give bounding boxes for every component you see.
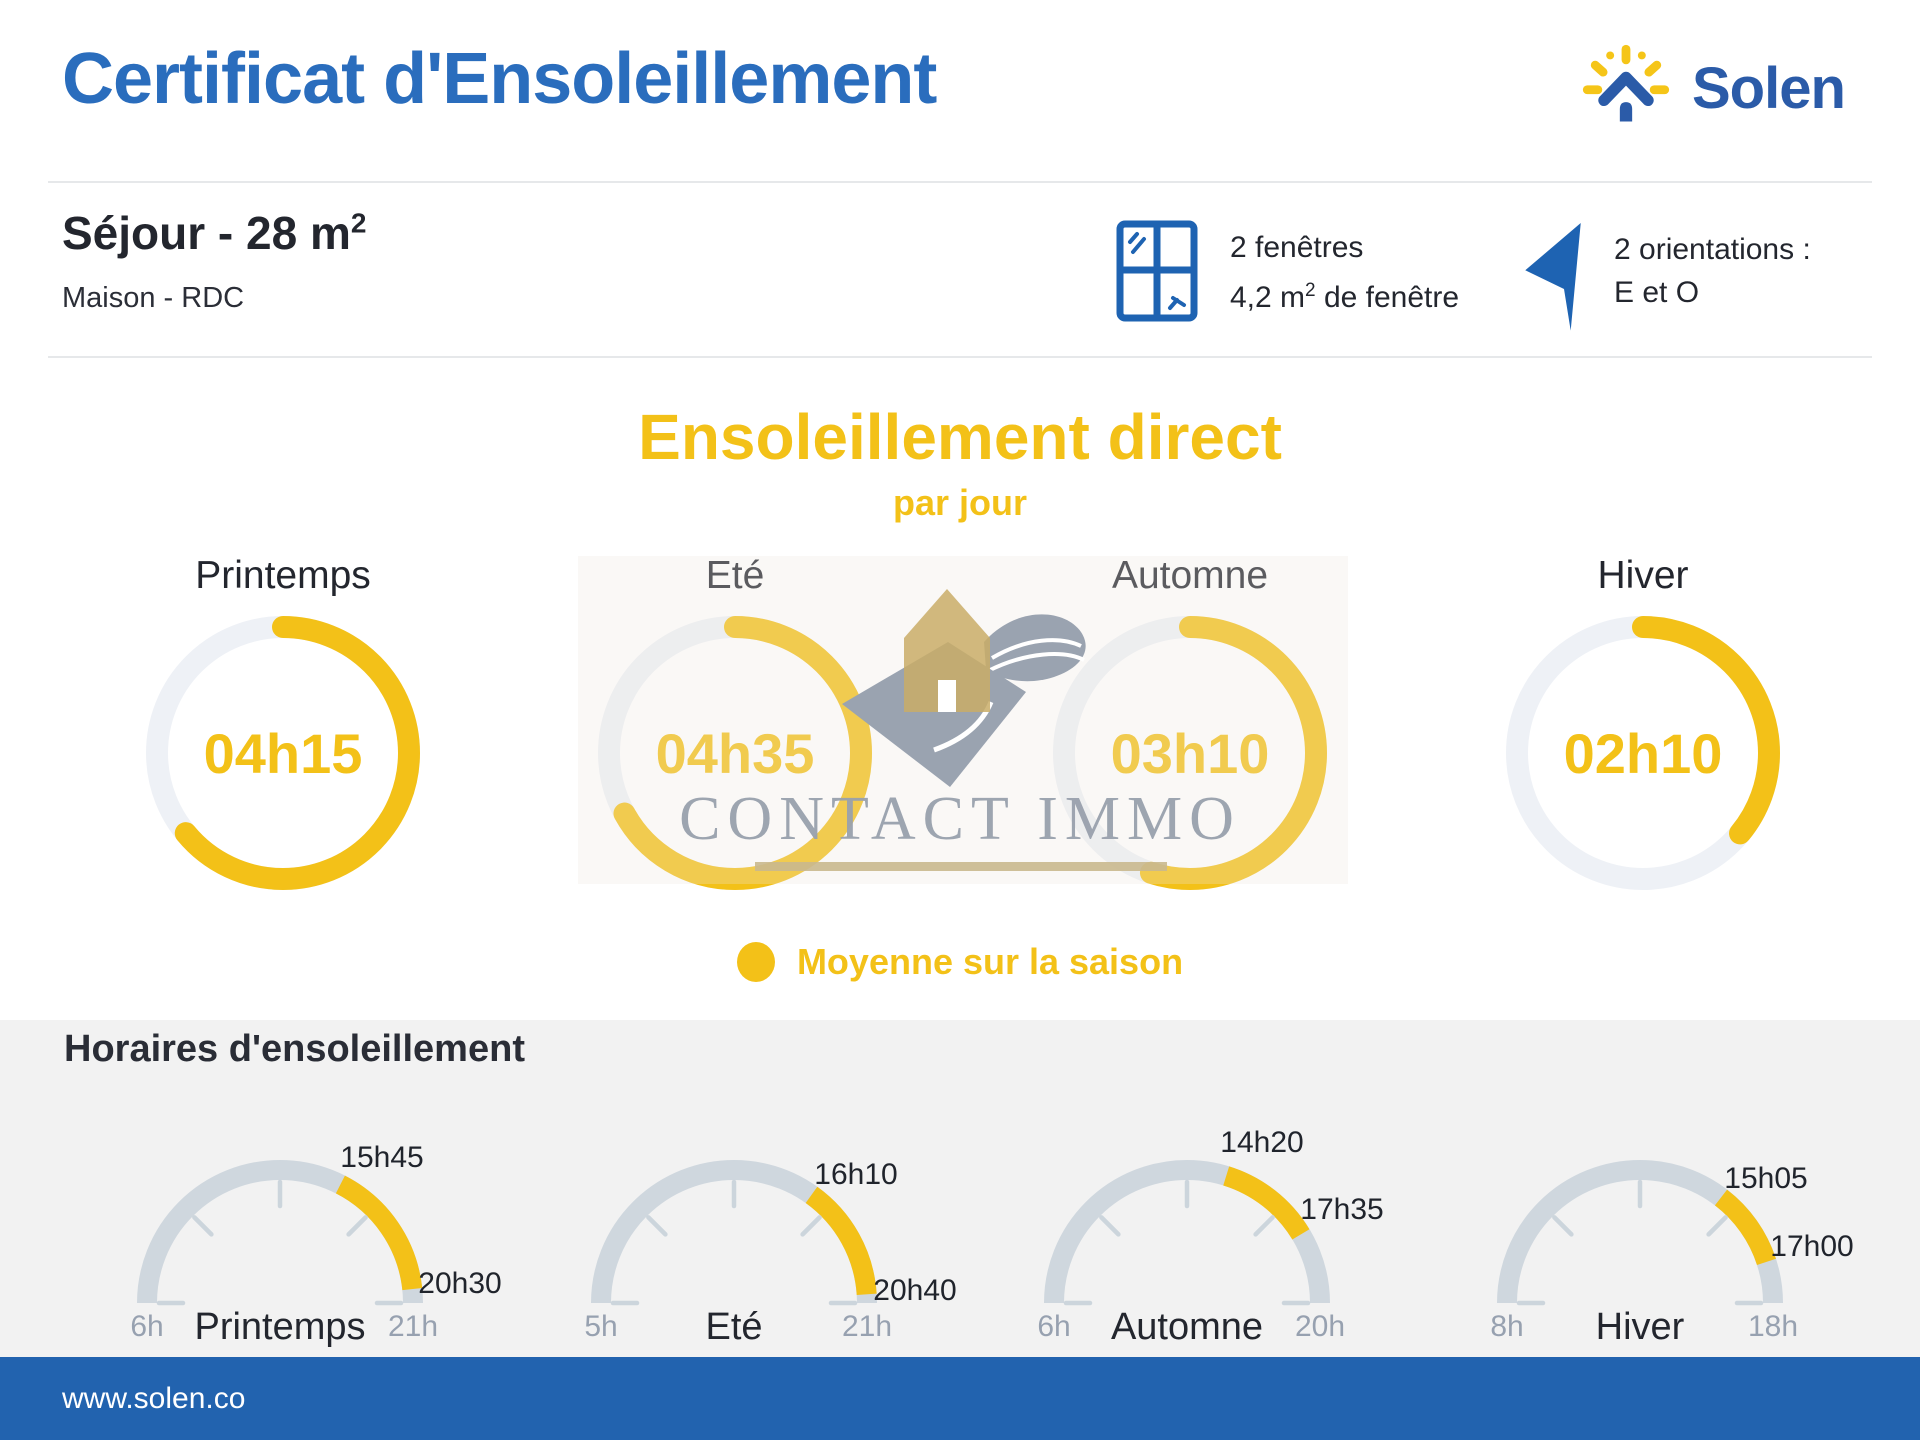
page-title: Certificat d'Ensoleillement [62, 39, 937, 119]
semicircle-chart [137, 1160, 423, 1306]
hours-gauge-automne: 14h20 17h35 6h 20h Automne [1007, 1118, 1383, 1353]
legend: Moyenne sur la saison [0, 941, 1920, 983]
sun-start-time: 16h10 [814, 1158, 898, 1191]
axis-end-hour: 21h [387, 1310, 439, 1343]
donut-chart [1506, 616, 1780, 890]
gauge-value: 04h15 [203, 721, 363, 785]
hours-section: Horaires d'ensoleillement 15h45 20h30 6h… [0, 1020, 1920, 1357]
gauge-printemps: Printemps 04h15 [133, 552, 433, 890]
season-label: Hiver [1595, 1306, 1685, 1348]
room-subtitle: Maison - RDC [62, 282, 245, 314]
axis-end-hour: 18h [1747, 1310, 1799, 1343]
hours-gauge-hiver: 15h05 17h00 8h 18h Hiver [1460, 1118, 1854, 1353]
orientation-count: 2 orientations : [1614, 233, 1811, 266]
axis-start-hour: 6h [130, 1310, 164, 1343]
legend-label: Moyenne sur la saison [796, 941, 1184, 982]
hours-title: Horaires d'ensoleillement [64, 1028, 525, 1070]
sun-end-time: 20h40 [873, 1274, 957, 1307]
brand-name: Solen [1692, 55, 1846, 121]
semicircle-chart [1497, 1160, 1783, 1306]
sun-house-icon [1582, 44, 1670, 122]
donut-gauge: 02h10 [1506, 616, 1780, 890]
divider [48, 181, 1872, 183]
gauge-value: 04h35 [655, 721, 815, 785]
footer-bar: www.solen.co [0, 1357, 1920, 1440]
compass-arrow-icon [1525, 222, 1581, 331]
orientation-text: 2 orientations : E et O [1614, 222, 1811, 314]
semicircle-chart [1044, 1160, 1330, 1306]
sun-start-time: 15h05 [1724, 1162, 1808, 1195]
sun-start-time: 14h20 [1220, 1126, 1304, 1159]
windows-text: 2 fenêtres 4,2 m2 de fenêtre [1230, 220, 1459, 319]
donut-gauge: 04h15 [146, 616, 420, 890]
season-label: Printemps [194, 1306, 366, 1348]
axis-end-hour: 21h [841, 1310, 893, 1343]
divider [48, 356, 1872, 358]
donut-gauge: 04h35 [598, 616, 872, 890]
footer-url: www.solen.co [62, 1382, 246, 1415]
season-label: Automne [1110, 1306, 1264, 1348]
semicircle-chart [591, 1160, 877, 1306]
gauge-ete: Eté 04h35 [585, 552, 885, 890]
season-label: Eté [705, 554, 765, 597]
gauge-value: 02h10 [1563, 721, 1723, 785]
window-icon [1116, 220, 1198, 322]
season-label: Hiver [1597, 554, 1689, 597]
orientation-values: E et O [1614, 276, 1700, 309]
axis-end-hour: 20h [1294, 1310, 1346, 1343]
gauge-value: 03h10 [1110, 721, 1270, 785]
axis-start-hour: 6h [1037, 1310, 1071, 1343]
donut-chart [1053, 616, 1327, 890]
room-title: Séjour - 28 m2 [62, 207, 367, 259]
windows-info: 2 fenêtres 4,2 m2 de fenêtre [1116, 220, 1459, 322]
axis-start-hour: 8h [1490, 1310, 1524, 1343]
windows-count: 2 fenêtres [1230, 231, 1364, 264]
donut-gauge: 03h10 [1053, 616, 1327, 890]
direct-sun-subtitle: par jour [892, 482, 1027, 523]
orientation-info: 2 orientations : E et O [1524, 222, 1811, 332]
direct-sun-title: Ensoleillement direct [638, 401, 1282, 473]
hours-gauge-printemps: 15h45 20h30 6h 21h Printemps [100, 1118, 501, 1353]
donut-chart [146, 616, 420, 890]
season-label: Eté [705, 1306, 763, 1348]
hours-gauge-ete: 16h10 20h40 5h 21h Eté [554, 1118, 956, 1353]
sun-end-time: 17h35 [1300, 1193, 1384, 1226]
solen-logo: Solen [1582, 44, 1846, 132]
sun-start-time: 15h45 [340, 1141, 424, 1174]
axis-start-hour: 5h [584, 1310, 618, 1343]
legend-dot-icon [736, 942, 775, 982]
sun-end-time: 20h30 [418, 1267, 502, 1300]
windows-area: 4,2 m2 de fenêtre [1230, 280, 1460, 314]
season-label: Automne [1111, 554, 1269, 597]
gauge-automne: Automne 03h10 [1040, 552, 1340, 890]
sun-end-time: 17h00 [1770, 1230, 1854, 1263]
season-label: Printemps [195, 554, 371, 597]
gauge-hiver: Hiver 02h10 [1493, 552, 1793, 890]
